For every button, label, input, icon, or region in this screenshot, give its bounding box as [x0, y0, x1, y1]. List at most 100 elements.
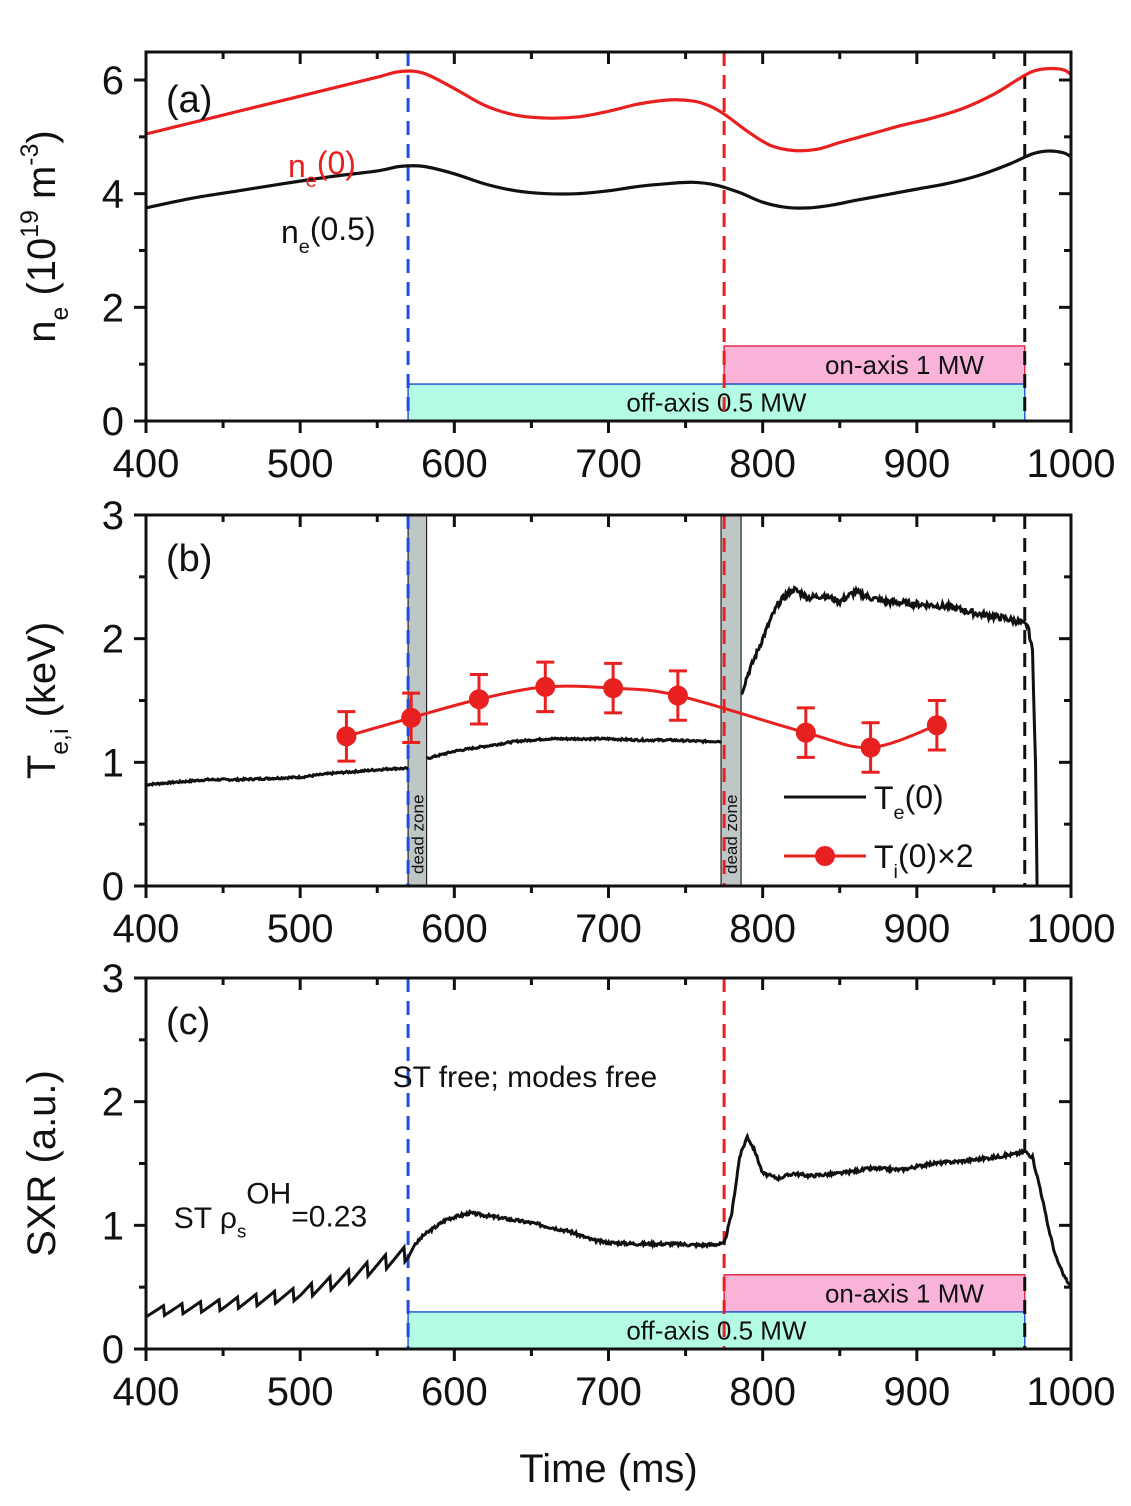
y-tick-label: 4 [102, 173, 124, 217]
x-tick-label: 900 [883, 1370, 950, 1414]
legend-entry-part: (0)×2 [898, 838, 974, 874]
panel-label: (b) [166, 538, 212, 580]
y-axis-title: ne (1019 m-3) [17, 130, 74, 342]
y-tick-label: 0 [102, 1328, 124, 1372]
y-tick-label: 1 [102, 741, 124, 785]
power-band-label: on-axis 1 MW [825, 350, 984, 380]
x-tick-label: 400 [113, 1370, 180, 1414]
legend-entry-part: T [874, 839, 894, 875]
y-axis-title-part: (keV) [20, 622, 64, 729]
y-tick-label: 3 [102, 494, 124, 538]
x-tick-label: 500 [267, 907, 334, 951]
x-tick-label: 500 [267, 442, 334, 486]
x-tick-label: 900 [883, 907, 950, 951]
y-tick-label: 1 [102, 1204, 124, 1248]
y-axis-title-part: -3 [17, 144, 44, 166]
x-tick-label: 700 [575, 442, 642, 486]
dead-zone-label: dead zone [408, 795, 427, 874]
y-tick-label: 2 [102, 286, 124, 330]
x-tick-label: 800 [729, 442, 796, 486]
y-axis-title-part: ) [20, 130, 64, 143]
x-tick-label: 400 [113, 907, 180, 951]
series-label-ne05-part: (0.5) [310, 211, 376, 247]
x-axis-title: Time (ms) [519, 1447, 697, 1491]
legend-entry-part: i [894, 861, 898, 883]
y-tick-label: 6 [102, 59, 124, 103]
te-trace-segment [740, 584, 1039, 887]
annotation-st-free: ST free; modes free [393, 1061, 658, 1094]
legend-marker [815, 846, 835, 866]
legend-entry: Te(0) [874, 779, 944, 824]
ti-data-point [535, 676, 556, 697]
y-axis-title-part: SXR (a.u.) [20, 1070, 64, 1257]
x-tick-label: 900 [883, 442, 950, 486]
ti-data-point [860, 737, 881, 758]
series-label-ne0-part: e [306, 170, 317, 192]
x-tick-label: 700 [575, 907, 642, 951]
series-label-ne0: ne(0) [288, 145, 356, 192]
x-tick-label: 400 [113, 442, 180, 486]
x-tick-label: 600 [421, 907, 488, 951]
series-line-red [145, 66, 1072, 153]
ti-data-point [667, 685, 688, 706]
x-tick-label: 700 [575, 1370, 642, 1414]
y-tick-label: 0 [102, 865, 124, 909]
dead-zone-label: dead zone [722, 795, 741, 874]
series-label-ne0-part: (0) [317, 145, 356, 181]
ti-data-point [603, 678, 624, 699]
y-axis-title: Te,i (keV) [20, 622, 74, 779]
y-tick-label: 3 [102, 957, 124, 1001]
y-tick-label: 2 [102, 1081, 124, 1125]
y-tick-label: 2 [102, 618, 124, 662]
legend-entry-part: (0) [905, 779, 944, 815]
y-axis-title-part: (10 [20, 238, 64, 307]
ti-data-point [795, 722, 816, 743]
x-tick-label: 600 [421, 442, 488, 486]
y-axis-title-part: T [20, 755, 64, 779]
y-axis-title-part: e,i [47, 729, 74, 755]
te-trace-segment [145, 766, 409, 787]
panel-label: (a) [166, 79, 212, 121]
sxr-trace [145, 1132, 1073, 1319]
panel-label: (c) [166, 1001, 210, 1043]
ti-data-point [336, 726, 357, 747]
legend-entry: Ti(0)×2 [874, 838, 974, 883]
power-band-on_axis [723, 345, 1026, 385]
x-tick-label: 1000 [1027, 442, 1116, 486]
power-band-label: on-axis 1 MW [825, 1278, 984, 1308]
annotation-st-rho-part: =0.23 [291, 1200, 367, 1233]
series-label-ne05: ne(0.5) [281, 211, 376, 258]
power-band-off_axis [407, 383, 1026, 422]
y-tick-label: 0 [102, 400, 124, 444]
power-band-label: off-axis 0.5 MW [626, 1315, 807, 1345]
y-axis-title-part: m [20, 166, 64, 210]
annotation-st-rho: ST ρsOH=0.23 [174, 1177, 367, 1241]
y-axis-title-part: 19 [17, 210, 44, 238]
annotation-st-rho-part: OH [246, 1177, 291, 1210]
y-axis-title-part: e [47, 307, 74, 321]
x-tick-label: 1000 [1027, 907, 1116, 951]
x-tick-label: 800 [729, 907, 796, 951]
ti-data-point [926, 715, 947, 736]
ti-data-point [469, 689, 489, 710]
te-trace-segment [426, 736, 722, 761]
ti-data-point [401, 707, 422, 728]
power-band-label: off-axis 0.5 MW [626, 388, 807, 418]
legend-entry-part: e [894, 802, 905, 824]
x-tick-label: 1000 [1027, 1370, 1116, 1414]
y-axis-title: SXR (a.u.) [20, 1070, 64, 1257]
series-label-ne05-part: e [299, 236, 310, 258]
x-tick-label: 800 [729, 1370, 796, 1414]
series-label-ne0-part: n [288, 148, 306, 184]
series-line-black [145, 149, 1072, 210]
x-tick-label: 500 [267, 1370, 334, 1414]
series-label-ne05-part: n [281, 214, 299, 250]
annotation-st-rho-part: ST ρ [174, 1202, 237, 1235]
x-tick-label: 600 [421, 1370, 488, 1414]
legend-entry-part: T [874, 780, 894, 816]
y-axis-title-part: n [20, 320, 64, 342]
